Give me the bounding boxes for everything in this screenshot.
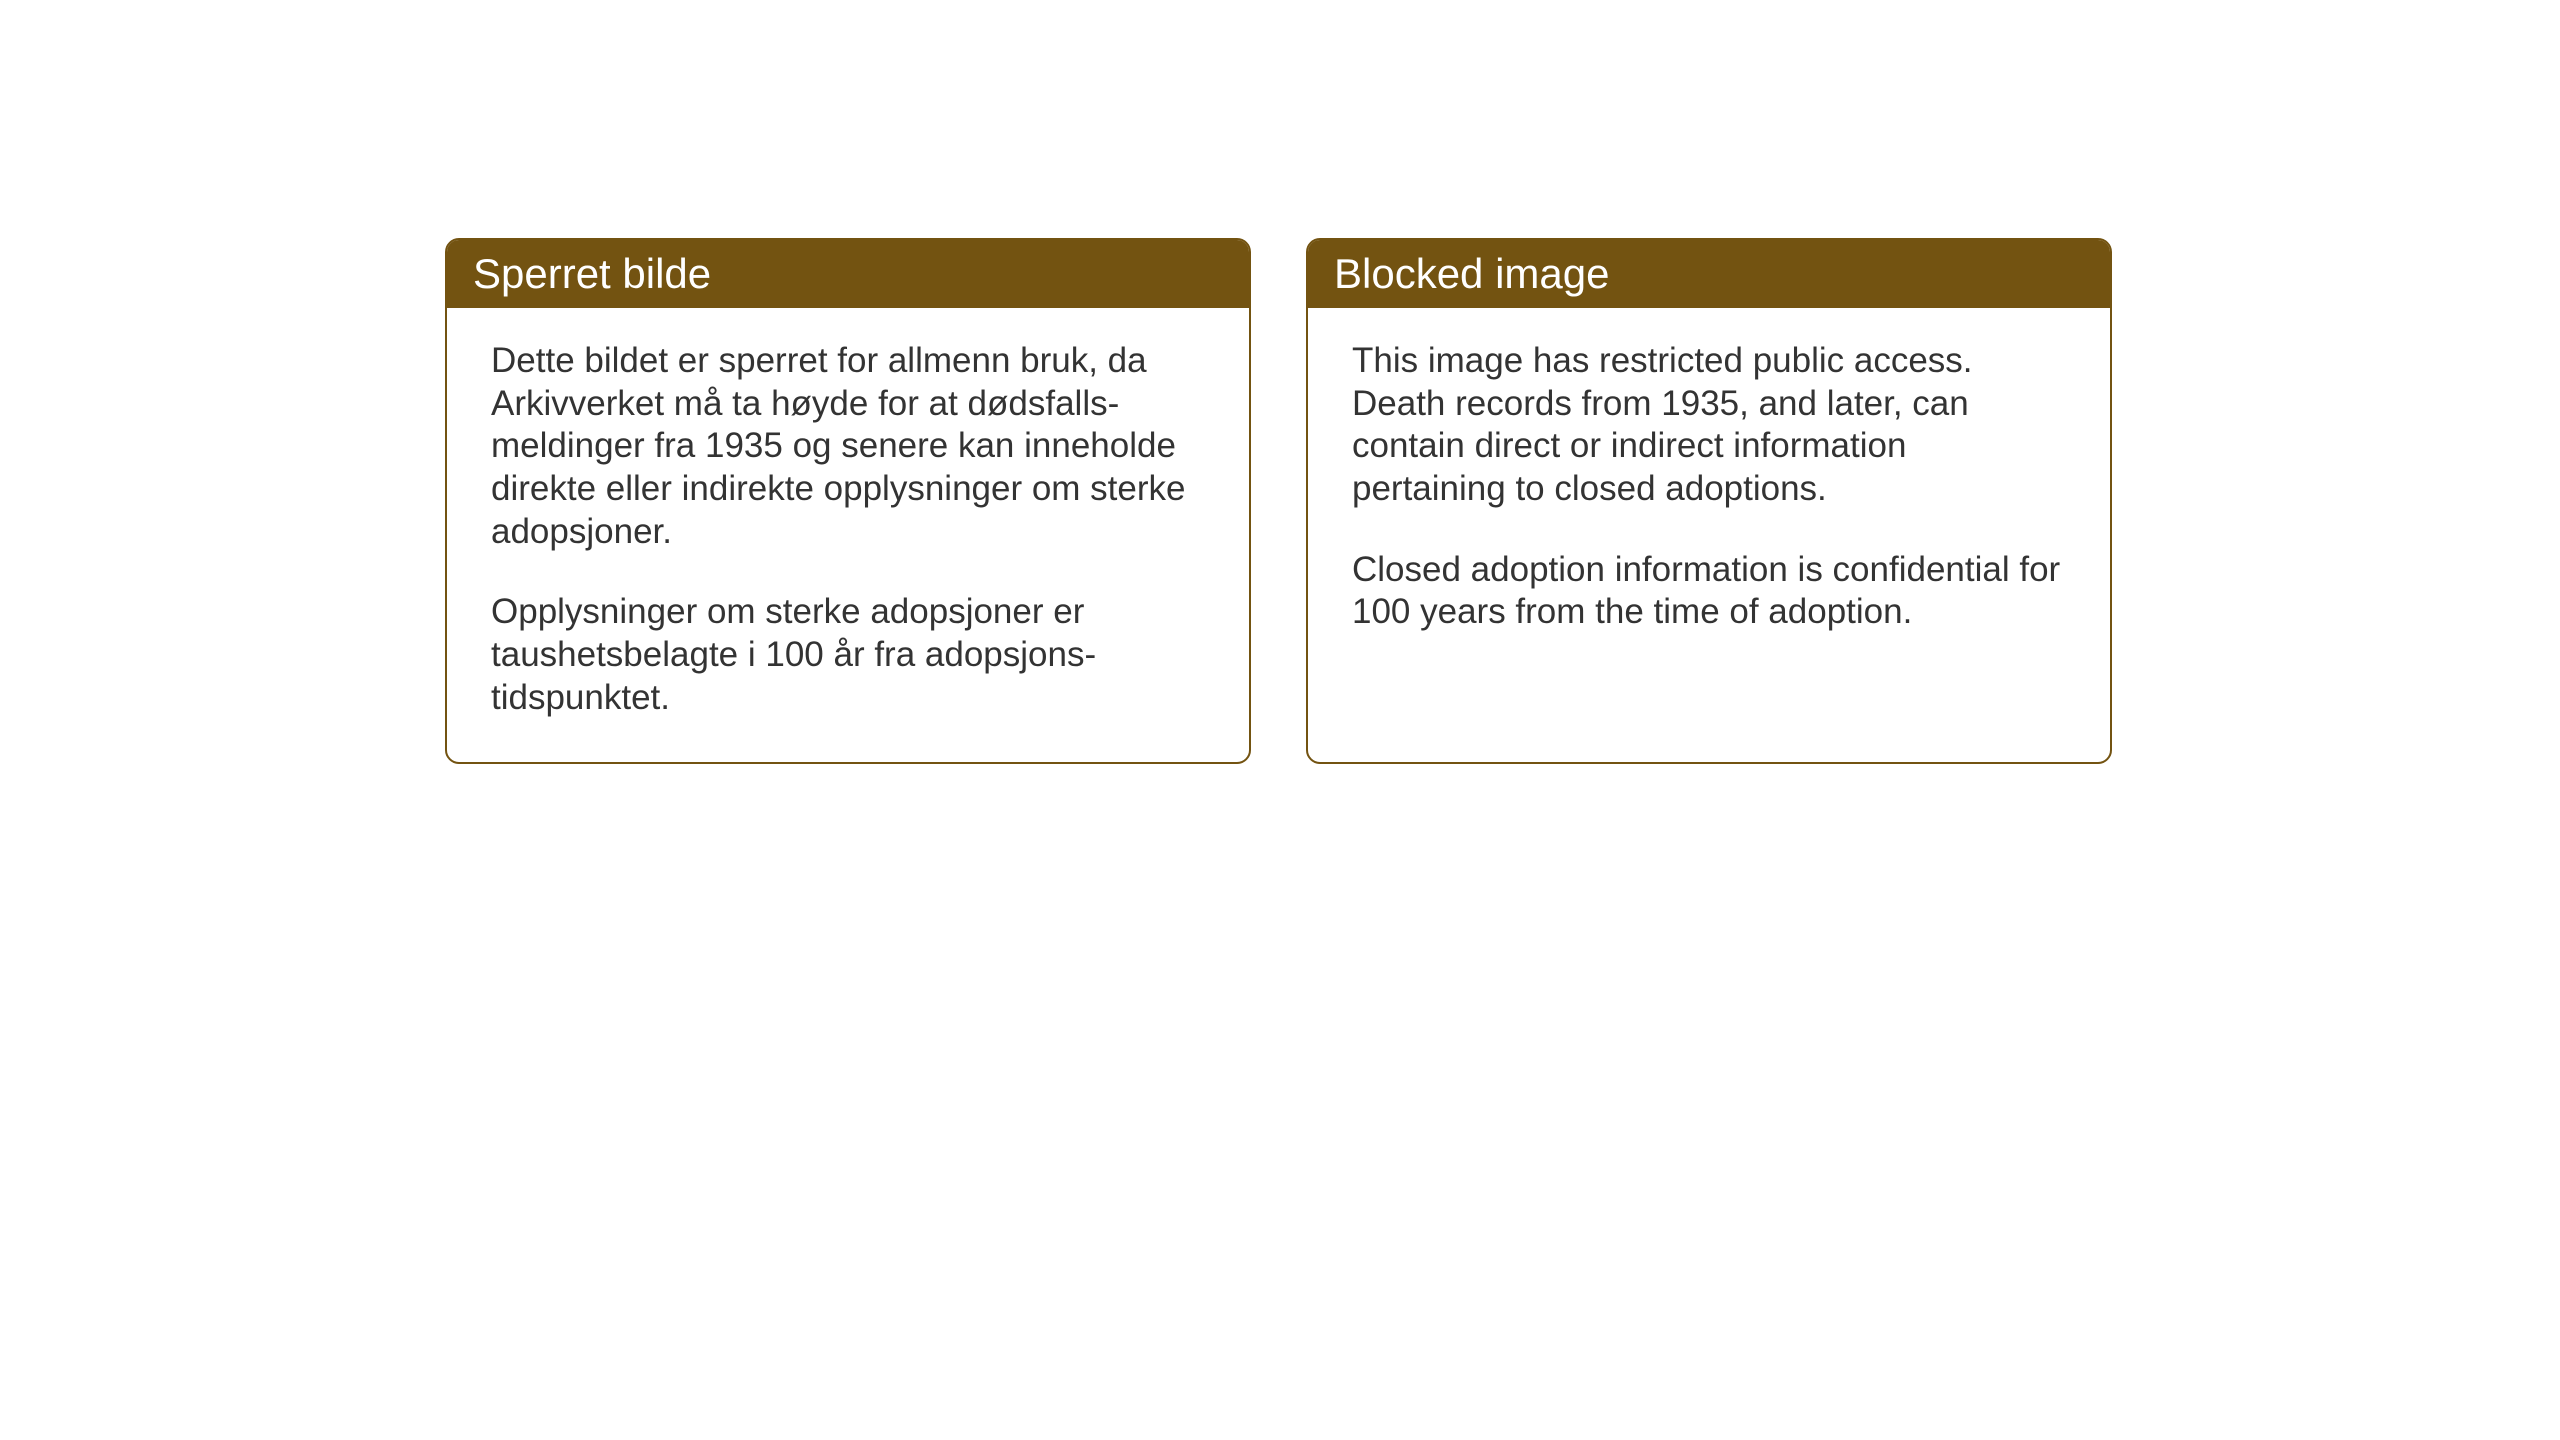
notice-card-english: Blocked image This image has restricted … — [1306, 238, 2112, 764]
notice-card-norwegian: Sperret bilde Dette bildet er sperret fo… — [445, 238, 1251, 764]
card-header-norwegian: Sperret bilde — [447, 240, 1249, 308]
card-paragraph-english-2: Closed adoption information is confident… — [1352, 549, 2066, 634]
card-title-norwegian: Sperret bilde — [473, 250, 711, 297]
card-paragraph-english-1: This image has restricted public access.… — [1352, 340, 2066, 511]
card-header-english: Blocked image — [1308, 240, 2110, 308]
card-body-norwegian: Dette bildet er sperret for allmenn bruk… — [447, 308, 1249, 762]
card-body-english: This image has restricted public access.… — [1308, 308, 2110, 676]
card-title-english: Blocked image — [1334, 250, 1609, 297]
card-paragraph-norwegian-1: Dette bildet er sperret for allmenn bruk… — [491, 340, 1205, 553]
card-paragraph-norwegian-2: Opplysninger om sterke adopsjoner er tau… — [491, 591, 1205, 719]
notice-cards-container: Sperret bilde Dette bildet er sperret fo… — [445, 238, 2112, 764]
